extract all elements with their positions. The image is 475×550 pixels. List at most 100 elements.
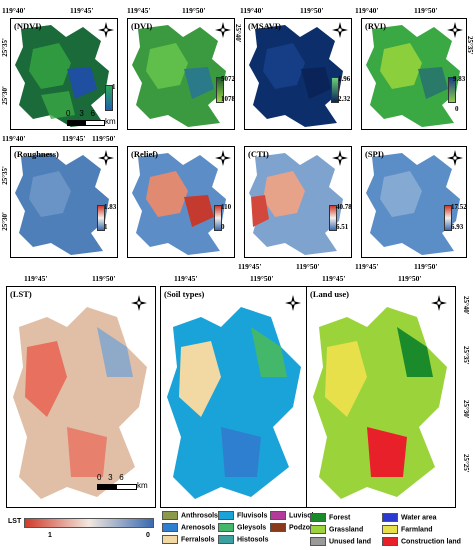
- legend-max: 1.96: [338, 75, 351, 83]
- north-arrow-icon: [131, 295, 147, 311]
- lon-label: 119°50': [92, 274, 116, 283]
- lon-label: 119°40': [2, 134, 26, 143]
- lat-label: 25°35': [1, 166, 9, 185]
- north-arrow-icon: [332, 150, 348, 166]
- legend-colorbar: [216, 77, 224, 103]
- lat-label: 25°25': [462, 454, 470, 473]
- legend-max: 1: [112, 83, 116, 91]
- map-panel-cti: (CTI) 40.78 6.51: [244, 146, 352, 258]
- lat-label: 25°40': [462, 296, 470, 315]
- scale-tick: 0: [97, 473, 102, 482]
- legend-min: 6.51: [336, 223, 349, 231]
- panel-title: (MSAVI): [248, 21, 281, 31]
- panel-title: (Land use): [310, 289, 349, 299]
- legend-colorbar: [444, 205, 452, 231]
- map-panel-roughness: (Roughness) 1.83 1: [10, 146, 118, 258]
- lat-label: 25°35': [462, 346, 470, 365]
- scale-ticks: 0 3 6: [66, 109, 95, 118]
- lon-label: 119°45': [238, 262, 262, 271]
- map-relief: [132, 153, 226, 255]
- lat-label: 25°35': [466, 36, 474, 55]
- lst-colorbar: [24, 518, 154, 528]
- north-arrow-icon: [98, 22, 114, 38]
- north-arrow-icon: [332, 22, 348, 38]
- scale-bar: [67, 120, 105, 126]
- panel-title: (Soil types): [164, 289, 205, 299]
- map-msavi: [249, 25, 343, 127]
- map-panel-msavi: (MSAVI) 1.96 2.32: [244, 18, 352, 130]
- landuse-legend-label: Unused land: [329, 538, 372, 546]
- scale-tick: 6: [90, 109, 95, 118]
- lon-label: 119°45': [62, 134, 86, 143]
- landuse-legend-label: Grassland: [329, 526, 364, 534]
- scale-tick: 6: [119, 473, 124, 482]
- lon-label: 119°50': [300, 6, 324, 15]
- soil-legend-item: Arenosols: [162, 523, 215, 532]
- landuse-legend-item: Construction land: [382, 537, 461, 546]
- legend-max: 5072: [221, 75, 235, 83]
- panel-title: (Relief): [131, 149, 158, 159]
- lon-label: 119°50': [414, 6, 438, 15]
- north-arrow-icon: [215, 150, 231, 166]
- map-panel-relief: (Relief) 110 0: [127, 146, 235, 258]
- map-landuse: [313, 307, 447, 499]
- map-lst: [13, 307, 147, 499]
- soil-legend-label: Podzols: [289, 524, 316, 532]
- soil-legend-label: Ferralsols: [181, 536, 215, 544]
- panel-title: (Roughness): [14, 149, 59, 159]
- lat-label: 25°30': [462, 400, 470, 419]
- map-roughness: [15, 153, 109, 255]
- north-arrow-icon: [285, 295, 301, 311]
- legend-max: 1.83: [104, 203, 117, 211]
- lon-label: 119°45': [174, 274, 198, 283]
- soil-legend-item: Fluvisols: [218, 511, 267, 520]
- landuse-legend-label: Farmland: [401, 526, 433, 534]
- panel-title: (CTI): [248, 149, 269, 159]
- landuse-legend-label: Water area: [401, 514, 437, 522]
- lat-label: 25°35': [1, 38, 9, 57]
- legend-min: 0: [221, 223, 225, 231]
- panel-title: (DVI): [131, 21, 153, 31]
- map-dvi: [132, 25, 226, 127]
- landuse-legend-item: Forest: [310, 513, 350, 522]
- scale-tick: 3: [108, 473, 113, 482]
- landuse-legend-item: Unused land: [310, 537, 371, 546]
- lst-legend-min: 0: [146, 532, 150, 539]
- map-panel-landuse: (Land use): [306, 286, 456, 508]
- north-arrow-icon: [215, 22, 231, 38]
- panel-title: (LST): [10, 289, 32, 299]
- legend-max: 110: [221, 203, 232, 211]
- lon-label: 119°50': [92, 134, 116, 143]
- lat-label: 25°30': [1, 86, 9, 105]
- legend-max: 17.52: [451, 203, 467, 211]
- soil-legend-label: Arenosols: [181, 524, 216, 532]
- soil-legend-item: Anthrosols: [162, 511, 218, 520]
- lst-legend: LST 1 0: [6, 512, 156, 548]
- map-panel-rvi: (RVI) 9.83 0: [361, 18, 467, 130]
- north-arrow-icon: [431, 295, 447, 311]
- soil-legend-label: Fluvisols: [237, 512, 268, 520]
- map-rvi: [366, 25, 460, 127]
- scale-unit: km: [137, 481, 148, 490]
- legend-max: 9.83: [453, 75, 466, 83]
- legend-colorbar: [448, 77, 456, 103]
- scale-bar: [97, 484, 137, 490]
- lon-label: 119°50': [182, 6, 206, 15]
- map-cti: [249, 153, 343, 255]
- legend-min: 0: [455, 105, 459, 113]
- landuse-legend-item: Grassland: [310, 525, 363, 534]
- scale-tick: 0: [66, 109, 71, 118]
- legend-min: 1078: [221, 95, 235, 103]
- lst-legend-label: LST: [8, 518, 22, 525]
- landuse-legend-item: Farmland: [382, 525, 433, 534]
- map-panel-soil: (Soil types): [160, 286, 310, 508]
- legend-min: 6.93: [451, 223, 464, 231]
- soil-legend-item: Luvisols: [270, 511, 317, 520]
- lon-label: 119°50': [250, 274, 274, 283]
- soil-legend-item: Gleysols: [218, 523, 266, 532]
- lon-label: 119°40': [2, 6, 26, 15]
- legend-min: 1: [104, 223, 108, 231]
- lat-label: 25°40': [234, 24, 242, 43]
- panel-title: (SPI): [365, 149, 384, 159]
- north-arrow-icon: [447, 22, 463, 38]
